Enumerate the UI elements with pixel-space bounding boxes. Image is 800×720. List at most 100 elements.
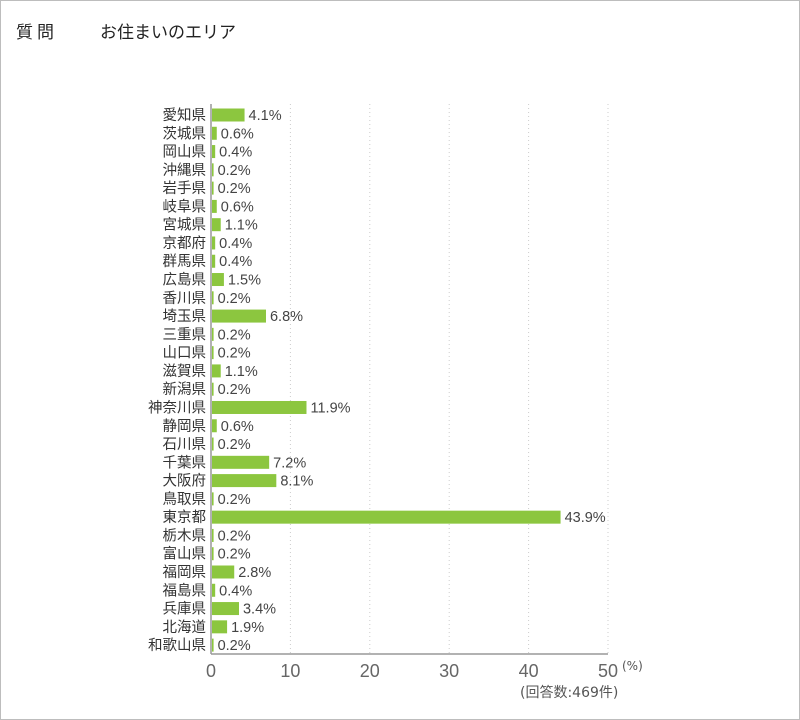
bar bbox=[212, 309, 266, 323]
value-label: 0.2% bbox=[218, 547, 251, 563]
bar bbox=[212, 254, 216, 268]
category-label: 富山県 bbox=[163, 545, 207, 563]
category-label: 三重県 bbox=[163, 326, 207, 343]
category-label: 京都府 bbox=[163, 235, 207, 252]
value-label: 0.2% bbox=[218, 528, 251, 544]
category-label: 群馬県 bbox=[163, 253, 207, 270]
x-tick-label: 0 bbox=[206, 661, 216, 681]
category-label: 千葉県 bbox=[163, 454, 207, 471]
bar bbox=[212, 346, 214, 360]
value-label: 0.2% bbox=[218, 327, 251, 343]
question-label: 質問 bbox=[16, 23, 58, 43]
category-label: 大阪府 bbox=[163, 473, 207, 490]
bar bbox=[212, 382, 214, 396]
category-label: 沖縄県 bbox=[163, 162, 207, 179]
category-label: 広島県 bbox=[163, 272, 207, 289]
value-label: 0.2% bbox=[218, 382, 251, 398]
bar bbox=[212, 547, 214, 561]
value-label: 0.2% bbox=[218, 492, 251, 508]
value-label: 11.9% bbox=[310, 400, 350, 416]
value-label: 43.9% bbox=[565, 510, 606, 526]
bar bbox=[212, 108, 245, 122]
category-label: 岡山県 bbox=[163, 144, 207, 161]
category-label: 茨城県 bbox=[163, 125, 207, 142]
x-tick-label: 40 bbox=[519, 661, 539, 681]
category-label: 滋賀県 bbox=[163, 363, 207, 380]
bar bbox=[212, 565, 235, 579]
value-label: 0.4% bbox=[219, 254, 252, 270]
bar bbox=[212, 602, 239, 616]
bar bbox=[212, 528, 214, 542]
category-label: 兵庫県 bbox=[163, 601, 207, 618]
category-label: 石川県 bbox=[163, 437, 207, 453]
bar bbox=[212, 638, 214, 652]
x-tick-label: 10 bbox=[280, 661, 300, 681]
value-label: 0.2% bbox=[218, 346, 251, 362]
bar bbox=[212, 181, 214, 195]
category-label: 北海道 bbox=[163, 619, 207, 636]
bars: 愛知県 4.1% 茨城県 0.6% 岡山県 0.4% 沖縄県 0.2% 岩手県 0.2% 岐阜県 0.… bbox=[148, 107, 606, 654]
value-label: 4.1% bbox=[249, 108, 282, 124]
bar bbox=[212, 400, 307, 414]
value-label: 0.4% bbox=[219, 236, 252, 252]
bar bbox=[212, 419, 217, 433]
bar bbox=[212, 236, 216, 250]
category-label: 和歌山県 bbox=[148, 637, 206, 654]
bar bbox=[212, 218, 221, 232]
value-label: 0.2% bbox=[218, 291, 251, 307]
bar bbox=[212, 437, 214, 451]
value-label: 1.5% bbox=[228, 273, 261, 289]
question-text: お住まいのエリア bbox=[100, 23, 236, 43]
bar bbox=[212, 620, 228, 634]
category-label: 東京都 bbox=[163, 509, 207, 526]
value-label: 0.4% bbox=[219, 145, 252, 161]
category-label: 埼玉県 bbox=[163, 308, 207, 325]
response-count-note: (回答数:469件) bbox=[520, 684, 618, 701]
value-label: 2.8% bbox=[238, 565, 271, 581]
bar bbox=[212, 327, 214, 341]
bar bbox=[212, 492, 214, 506]
category-label: 宮城県 bbox=[163, 217, 207, 234]
value-label: 6.8% bbox=[270, 309, 303, 325]
category-label: 岩手県 bbox=[163, 180, 207, 197]
value-label: 1.1% bbox=[225, 218, 258, 234]
category-label: 鳥取県 bbox=[163, 491, 207, 508]
bar bbox=[212, 455, 270, 469]
bar bbox=[212, 126, 217, 140]
value-label: 7.2% bbox=[273, 455, 306, 471]
bar bbox=[212, 510, 561, 524]
category-label: 栃木県 bbox=[163, 527, 207, 544]
value-label: 0.4% bbox=[219, 583, 252, 599]
bar bbox=[212, 474, 277, 488]
value-label: 0.6% bbox=[221, 199, 254, 215]
value-label: 3.4% bbox=[243, 602, 276, 618]
bar bbox=[212, 364, 221, 378]
bar bbox=[212, 291, 214, 305]
value-label: 0.2% bbox=[218, 638, 251, 654]
category-label: 新潟県 bbox=[163, 381, 207, 398]
x-tick-label: 50 bbox=[598, 661, 618, 681]
value-label: 0.6% bbox=[221, 126, 254, 142]
bar bbox=[212, 163, 214, 177]
value-label: 1.9% bbox=[231, 620, 264, 636]
value-label: 1.1% bbox=[225, 364, 258, 380]
value-label: 0.6% bbox=[221, 419, 254, 435]
category-label: 福島県 bbox=[163, 582, 207, 599]
x-axis-unit: (%) bbox=[622, 659, 643, 673]
x-tick-label: 30 bbox=[439, 661, 459, 681]
grid-lines bbox=[289, 104, 609, 654]
category-label: 福岡県 bbox=[163, 564, 207, 581]
bar bbox=[212, 273, 224, 287]
value-label: 0.2% bbox=[218, 437, 251, 453]
category-label: 香川県 bbox=[163, 290, 207, 307]
category-label: 山口県 bbox=[163, 345, 207, 362]
category-label: 神奈川県 bbox=[148, 399, 206, 416]
bar bbox=[212, 145, 216, 159]
value-label: 0.2% bbox=[218, 181, 251, 197]
x-tick-label: 20 bbox=[360, 661, 380, 681]
bar bbox=[212, 583, 216, 597]
category-label: 岐阜県 bbox=[163, 198, 207, 215]
axes: 0 10 20 30 40 50 bbox=[206, 104, 618, 681]
